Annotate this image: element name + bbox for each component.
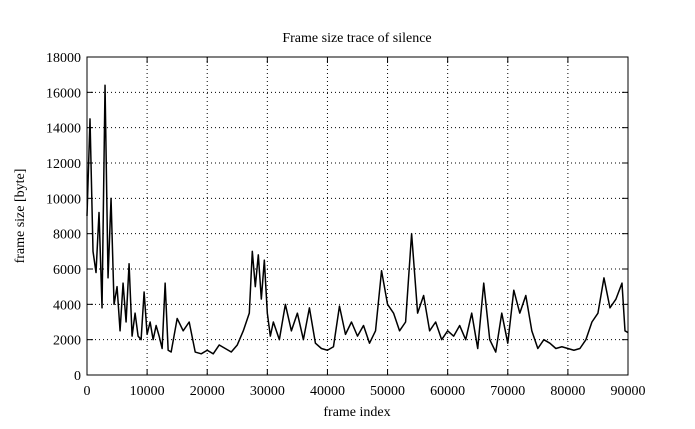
x-tick-label: 50000 xyxy=(370,384,405,399)
y-tick-label: 6000 xyxy=(53,263,81,278)
y-tick-label: 10000 xyxy=(46,192,81,207)
x-tick-label: 60000 xyxy=(430,384,465,399)
y-tick-label: 12000 xyxy=(46,157,81,172)
y-tick-label: 18000 xyxy=(46,51,81,66)
x-tick-label: 40000 xyxy=(310,384,345,399)
y-tick-label: 14000 xyxy=(46,122,81,137)
x-tick-label: 70000 xyxy=(490,384,525,399)
x-tick-label: 30000 xyxy=(250,384,285,399)
x-tick-label: 0 xyxy=(84,384,91,399)
y-tick-label: 2000 xyxy=(53,334,81,349)
y-tick-label: 8000 xyxy=(53,228,81,243)
x-tick-label: 80000 xyxy=(550,384,585,399)
y-tick-label: 0 xyxy=(74,369,81,384)
data-line xyxy=(86,84,629,355)
plot-frame xyxy=(86,56,629,376)
x-tick-label: 10000 xyxy=(130,384,165,399)
y-axis-label: frame size [byte] xyxy=(13,169,28,264)
x-axis-label: frame index xyxy=(323,405,390,420)
y-tick-label: 4000 xyxy=(53,298,81,313)
x-tick-label: 20000 xyxy=(190,384,225,399)
x-tick-label: 90000 xyxy=(611,384,646,399)
chart-title: Frame size trace of silence xyxy=(282,31,431,46)
y-tick-label: 16000 xyxy=(46,86,81,101)
